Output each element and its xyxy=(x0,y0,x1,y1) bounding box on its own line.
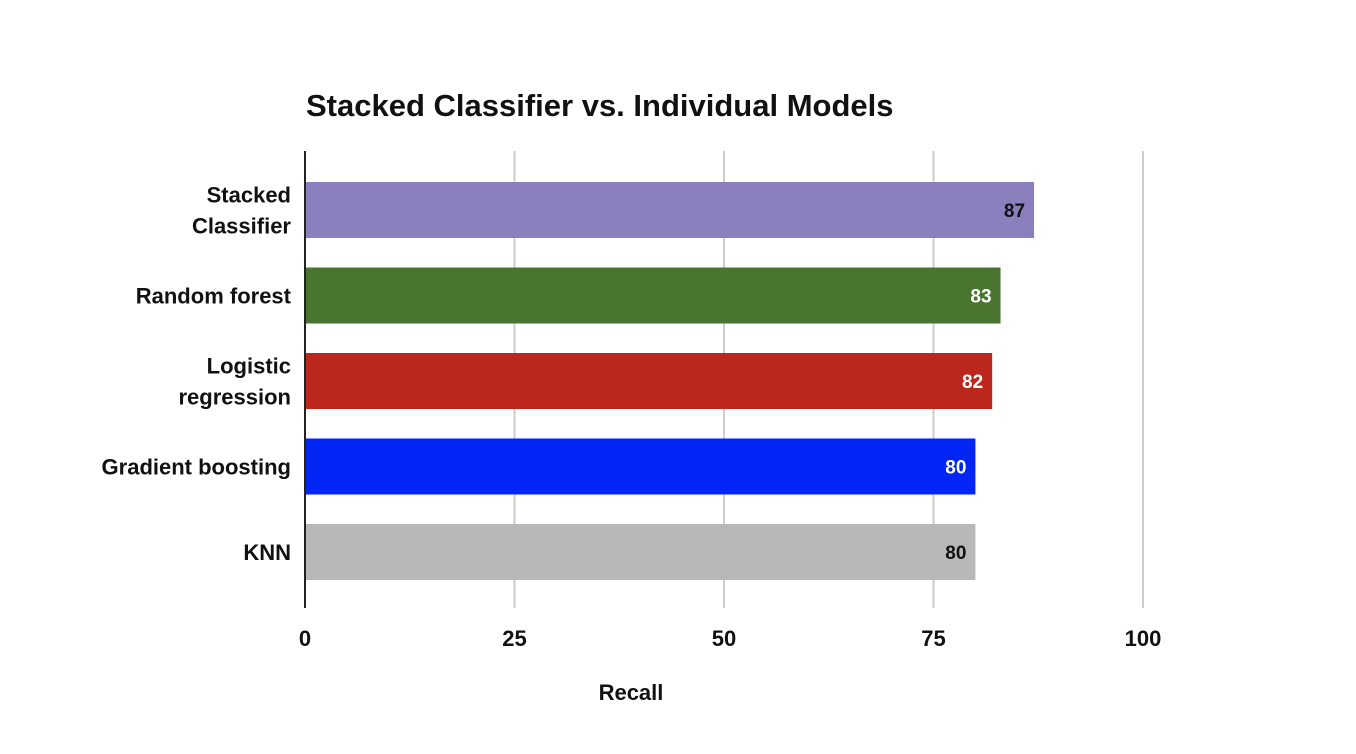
bars xyxy=(305,182,1035,580)
x-tick-label: 100 xyxy=(1125,626,1162,651)
value-label: 80 xyxy=(945,458,966,479)
bar xyxy=(305,524,976,580)
category-label: Logistic xyxy=(207,354,291,379)
category-label: Gradient boosting xyxy=(102,455,291,480)
chart-title: Stacked Classifier vs. Individual Models xyxy=(306,88,894,123)
x-tick-labels: 0 25 50 75 100 xyxy=(299,626,1161,651)
x-axis-title: Recall xyxy=(599,680,664,705)
value-label: 80 xyxy=(945,543,966,564)
category-label: Random forest xyxy=(136,284,292,309)
x-tick-label: 75 xyxy=(921,626,945,651)
value-labels: 87 83 82 80 80 xyxy=(945,201,1025,564)
category-label: regression xyxy=(179,385,292,410)
bar xyxy=(305,267,1001,324)
bar xyxy=(305,438,976,495)
value-label: 82 xyxy=(962,372,983,393)
bar xyxy=(305,353,993,409)
category-labels: Stacked Classifier Random forest Logistic re… xyxy=(102,183,292,566)
value-label: 83 xyxy=(970,287,991,308)
category-label: KNN xyxy=(243,540,291,565)
x-tick-label: 25 xyxy=(502,626,526,651)
category-label: Stacked xyxy=(207,183,291,208)
value-label: 87 xyxy=(1004,201,1025,222)
category-label: Classifier xyxy=(192,214,291,239)
x-tick-label: 0 xyxy=(299,626,311,651)
x-tick-label: 50 xyxy=(712,626,736,651)
bar xyxy=(305,182,1035,238)
